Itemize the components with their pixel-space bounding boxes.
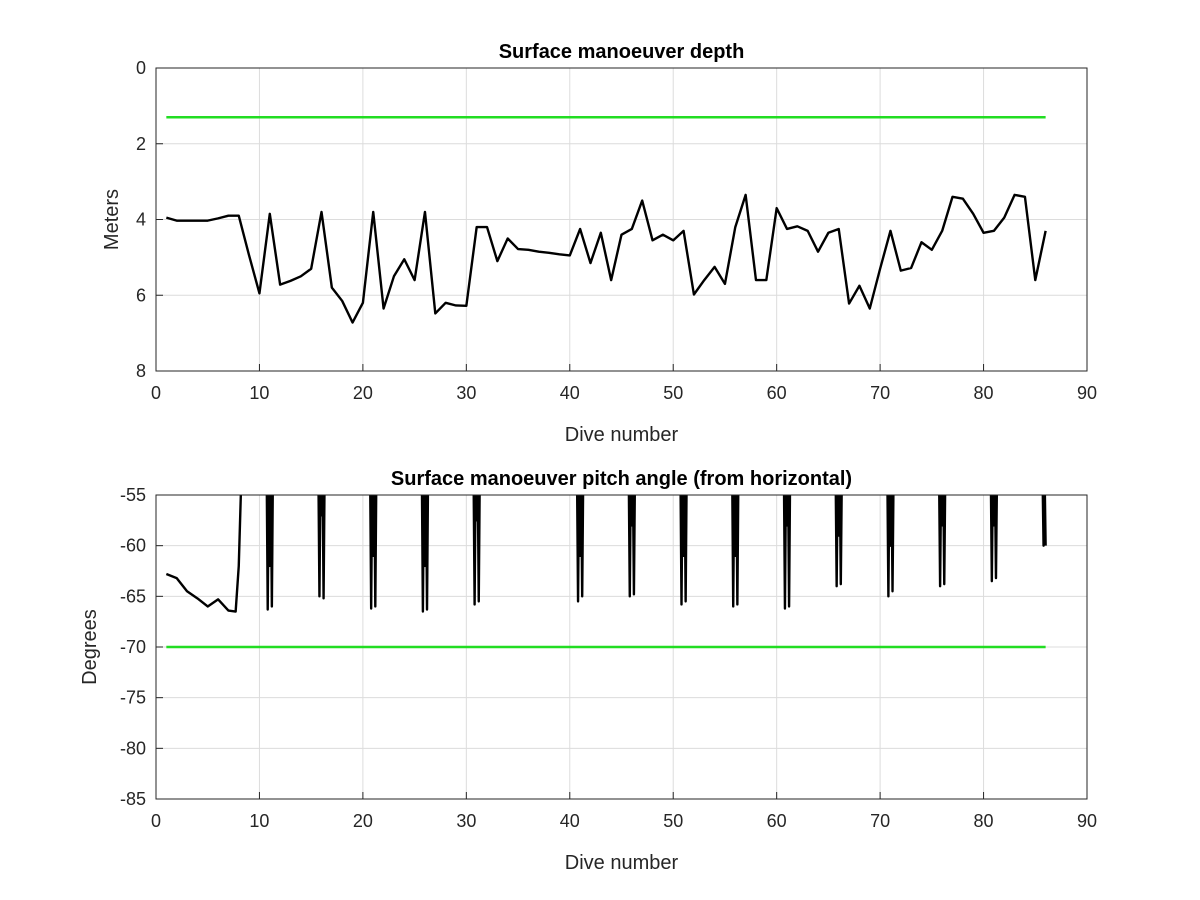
y-tick-label: -55	[120, 485, 146, 505]
x-tick-label: 10	[249, 383, 269, 403]
data-series-line	[165, 495, 1047, 613]
x-tick-label: 60	[767, 383, 787, 403]
y-tick-label: 6	[136, 285, 146, 305]
x-tick-label: 90	[1077, 811, 1097, 831]
x-tick-label: 70	[870, 811, 890, 831]
chart-title: Surface manoeuver depth	[499, 41, 745, 63]
y-tick-label: 4	[136, 210, 146, 230]
axes-box	[155, 494, 1088, 800]
y-tick-label: -70	[120, 637, 146, 657]
y-tick-label: -80	[120, 738, 146, 758]
x-tick-label: 90	[1077, 383, 1097, 403]
x-tick-label: 10	[249, 811, 269, 831]
x-tick-label: 60	[767, 811, 787, 831]
x-tick-label: 40	[560, 383, 580, 403]
x-axis-label: Dive number	[565, 424, 679, 446]
x-tick-label: 80	[974, 811, 994, 831]
y-tick-label: 0	[136, 58, 146, 78]
x-tick-label: 20	[353, 811, 373, 831]
chart-1: 0 10 20 30 40 50 60 70 80 90 -55 -60 -65 -70 -75 -80 -85…	[79, 468, 1097, 874]
x-tick-label: 80	[974, 383, 994, 403]
x-tick-label: 0	[151, 383, 161, 403]
x-tick-label: 20	[353, 383, 373, 403]
axes-box	[155, 67, 1088, 372]
y-tick-label: -65	[120, 586, 146, 606]
x-tick-label: 50	[663, 811, 683, 831]
chart-0: 0 10 20 30 40 50 60 70 80 90 0 2 4 6 8 Surface manoeuve…	[101, 41, 1097, 446]
x-tick-label: 30	[456, 811, 476, 831]
y-axis-label: Degrees	[79, 609, 101, 685]
x-axis-label: Dive number	[565, 852, 679, 874]
x-tick-label: 50	[663, 383, 683, 403]
y-tick-label: -60	[120, 536, 146, 556]
data-series-line	[166, 193, 1047, 324]
x-tick-label: 70	[870, 383, 890, 403]
y-tick-label: -75	[120, 688, 146, 708]
x-tick-label: 30	[456, 383, 476, 403]
y-tick-label: 2	[136, 134, 146, 154]
y-tick-label: 8	[136, 361, 146, 381]
y-axis-label: Meters	[101, 189, 123, 250]
chart-title: Surface manoeuver pitch angle (from hori…	[391, 468, 852, 490]
x-tick-label: 0	[151, 811, 161, 831]
y-tick-label: -85	[120, 789, 146, 809]
x-tick-label: 40	[560, 811, 580, 831]
